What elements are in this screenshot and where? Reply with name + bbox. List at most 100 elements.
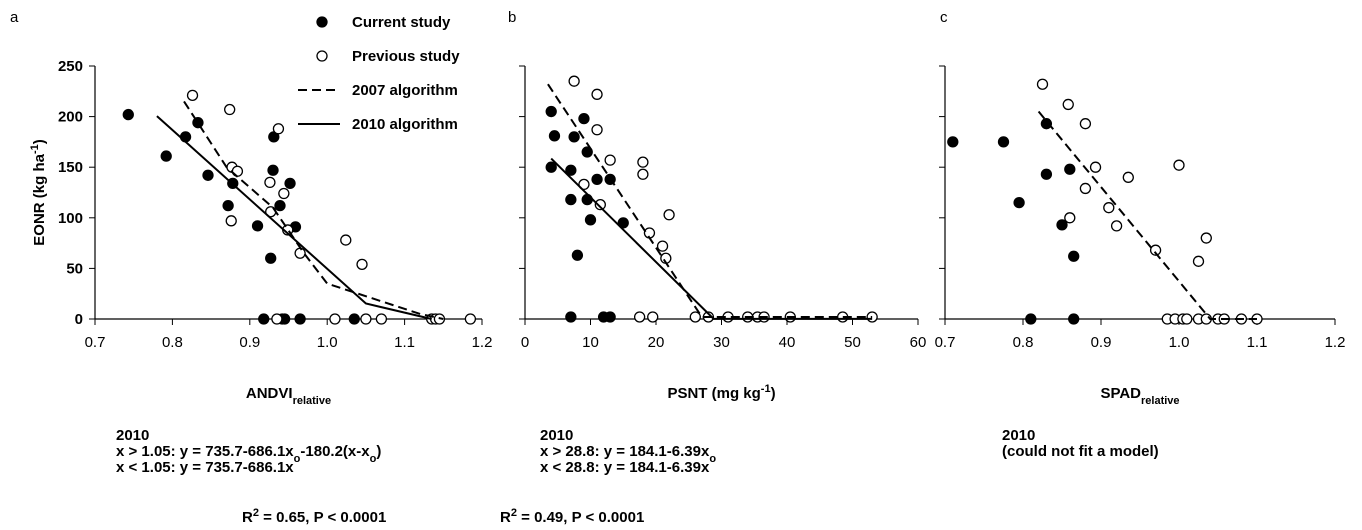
data-point [1064,163,1076,175]
data-point [637,156,649,168]
x-tick-label: 0.8 [162,334,183,351]
data-point [568,75,580,87]
x-tick-label: 1.1 [394,334,415,351]
data-point [1122,171,1134,183]
data-point [1173,159,1185,171]
x-tick-label: 1.0 [1169,334,1190,351]
equation-line-part: x < 1.05: y = 735.7-686.1x [116,459,294,476]
x-tick-label: 1.2 [1325,334,1346,351]
fit-statistic-part: = 0.65, P < 0.0001 [259,509,386,526]
x-tick-label: 60 [910,334,927,351]
equation-line: x > 1.05: y = 735.7-686.1xo-180.2(x-xo) [116,443,381,465]
data-point [581,193,593,206]
y-axis-label-part: -1 [29,144,41,154]
y-axis-label-part: ) [31,139,48,144]
data-point [1079,182,1092,195]
x-tick-label: 0.8 [1013,334,1034,351]
y-axis-label-part: EONR (kg ha [31,153,48,245]
equation-line-part: o [370,453,377,465]
x-axis-label-part: ANDVI [246,385,293,402]
trend-line [183,100,444,320]
data-point [1062,98,1074,111]
data-point [604,311,616,323]
equation-line: 2010 [540,427,573,444]
equation-line-part: -180.2(x-x [300,443,370,460]
data-point [348,313,360,325]
data-point [568,131,580,143]
x-tick-label: 30 [713,334,730,351]
data-point [1110,220,1123,232]
x-axis-label-part: ) [771,385,776,402]
legend-label: Current study [352,14,451,31]
data-point [1181,313,1193,325]
data-point [258,313,270,325]
y-tick-label: 150 [58,159,83,176]
trend-line [547,83,873,318]
legend-symbol [316,50,328,62]
fit-statistic-part: R [500,509,511,526]
data-point [122,108,134,121]
data-point [947,136,959,148]
fit-statistic-part: 2 [511,507,517,519]
data-point [329,313,341,325]
data-point [1192,255,1205,267]
equation-line: x > 28.8: y = 184.1-6.39xo [540,443,716,465]
data-point [1089,161,1102,173]
equation-line-part: (could not fit a model) [1002,443,1159,460]
equation-line-part: ) [376,443,381,460]
data-point [1036,78,1049,90]
equation-line-part: 2010 [116,427,149,444]
data-point [264,176,276,189]
data-point [565,193,577,206]
data-point [271,313,283,325]
equation-line-part: o [294,453,301,465]
data-point [633,311,646,323]
data-point [1200,232,1212,244]
equation-line: 2010 [1002,427,1035,444]
fit-statistic: R2 = 0.49, P < 0.0001 [500,507,644,526]
equation-line-part: x > 1.05: y = 735.7-686.1x [116,443,294,460]
x-axis-label: SPADrelative [1100,385,1179,407]
x-tick-label: 10 [582,334,599,351]
x-tick-label: 40 [779,334,796,351]
x-axis-label-part: -1 [761,383,771,395]
legend-label: Previous study [352,48,460,65]
equation-line-part: 2010 [1002,427,1035,444]
data-point [545,161,557,173]
data-point [565,164,577,176]
data-point [202,169,214,181]
data-point [294,247,306,259]
data-point [464,313,477,325]
equation-line: (could not fit a model) [1002,443,1159,460]
x-axis-label-part: SPAD [1100,385,1141,402]
panel-letter: b [508,9,516,26]
data-point [225,215,237,227]
trend-line [550,157,873,320]
legend-label: 2007 algorithm [352,82,458,99]
trend-line [1037,110,1257,320]
data-point [1056,219,1068,231]
data-point [267,164,279,176]
data-point [360,313,372,325]
data-point [1079,118,1092,130]
y-tick-label: 50 [66,260,83,277]
x-tick-label: 1.1 [1247,334,1268,351]
x-axis-label: PSNT (mg kg-1) [667,383,775,402]
legend-symbol [316,16,328,28]
trend-line [156,115,432,320]
data-point [274,200,286,212]
x-tick-label: 0 [521,334,529,351]
data-point [375,313,388,325]
data-point [272,123,285,135]
data-point [1068,313,1080,325]
data-point [545,105,557,118]
data-point [284,177,296,190]
fit-statistic: R2 = 0.65, P < 0.0001 [242,507,386,526]
data-point [594,198,606,211]
panel-letter: a [10,9,19,26]
data-point [647,311,659,323]
equation-line: x < 1.05: y = 735.7-686.1x [116,459,294,476]
x-axis-label: ANDVIrelative [246,385,331,407]
data-point [1025,313,1037,325]
